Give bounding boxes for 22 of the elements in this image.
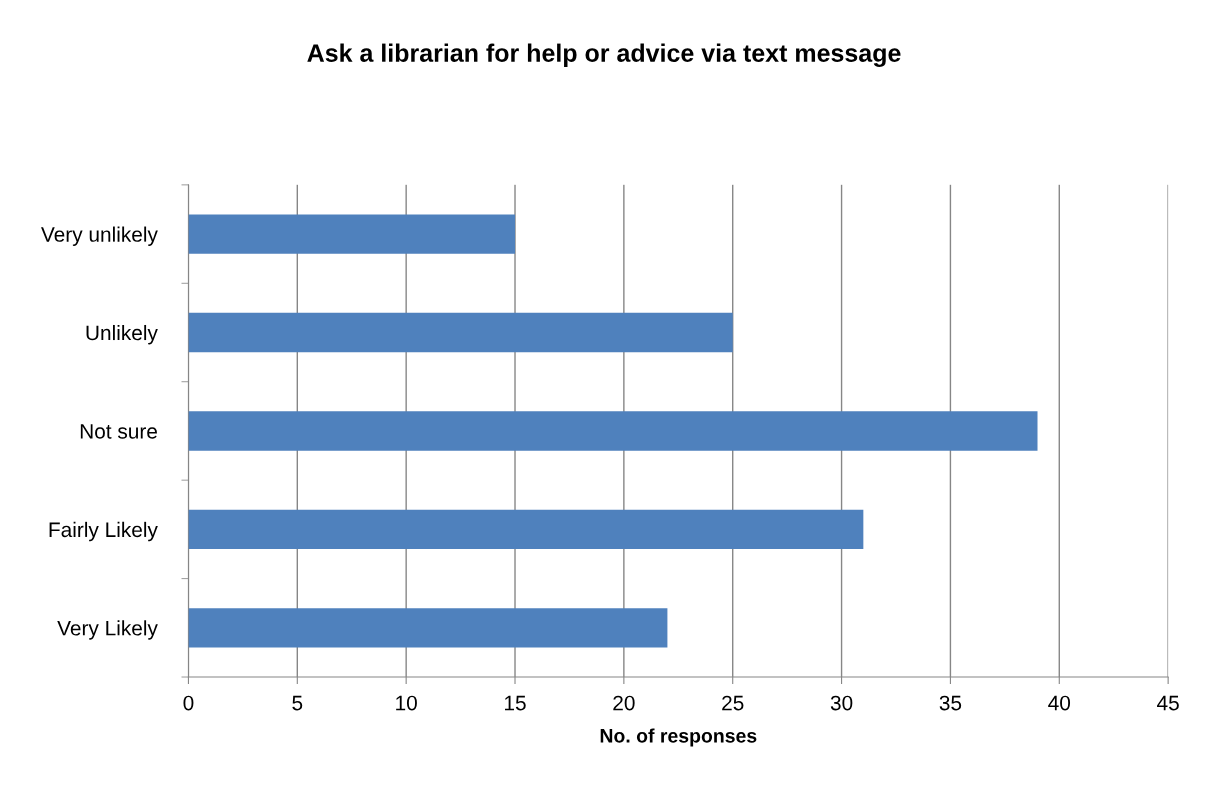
y-tick-label: Very unlikely bbox=[41, 226, 158, 246]
x-tick-label: 10 bbox=[396, 695, 417, 711]
bar bbox=[188, 214, 516, 254]
y-tick-label: Very Likely bbox=[57, 620, 158, 640]
y-tick-label: Fairly Likely bbox=[49, 521, 158, 542]
x-tick-label: 20 bbox=[613, 695, 635, 711]
y-tick-label: Unlikely bbox=[86, 324, 158, 345]
chart-title: Ask a librarian for help or advice via text message bbox=[307, 43, 901, 68]
bar bbox=[188, 411, 1038, 451]
bar bbox=[188, 608, 668, 648]
bar bbox=[188, 509, 864, 550]
x-tick-label: 45 bbox=[1157, 695, 1179, 711]
x-tick-label: 35 bbox=[939, 695, 962, 711]
x-tick-label: 0 bbox=[183, 695, 194, 711]
x-tick-label: 5 bbox=[292, 695, 303, 711]
bar bbox=[188, 312, 733, 353]
y-tick-label: Not sure bbox=[80, 424, 157, 439]
x-tick-label: 30 bbox=[830, 695, 853, 711]
x-tick-label: 25 bbox=[722, 695, 744, 711]
x-tick-label: 40 bbox=[1048, 695, 1071, 711]
x-tick-label: 15 bbox=[505, 695, 526, 711]
x-axis-title: No. of responses bbox=[600, 728, 757, 747]
